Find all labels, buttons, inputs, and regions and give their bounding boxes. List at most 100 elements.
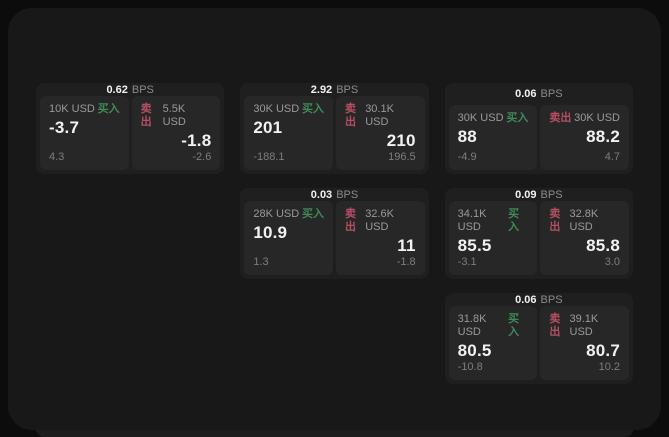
buy-amount: 31.8K USD: [457, 313, 487, 338]
buy-panel[interactable]: 30K USD 买入 201 -188.1: [244, 96, 333, 170]
bps-value: 0.06: [515, 88, 537, 100]
buy-panel-top: 10K USD 买入: [49, 103, 120, 116]
buy-amount: 10K USD: [49, 103, 95, 115]
sell-panel[interactable]: 卖出 5.5K USD -1.8 -2.6: [131, 96, 221, 170]
buy-panel-top: 34.1K USD 买入: [458, 208, 529, 234]
sell-price: 210: [386, 131, 416, 150]
sell-panel-top: 卖出 32.6K USD: [345, 208, 416, 234]
sell-panel[interactable]: 卖出 30K USD 88.2 4.7: [540, 105, 629, 170]
buy-delta: 1.3: [253, 256, 269, 268]
sell-delta: 196.5: [388, 151, 416, 163]
bps-header: 0.06 BPS: [449, 83, 629, 105]
sell-price: 11: [397, 236, 416, 255]
sell-amount: 5.5K USD: [162, 103, 186, 128]
sell-price: 80.7: [586, 341, 620, 360]
bps-header: 0.62 BPS: [40, 83, 220, 96]
bps-value: 0.09: [515, 188, 537, 201]
quote-card: 0.06 BPS 31.8K USD 买入 80.5 -10.8 卖出 39.1…: [444, 293, 633, 384]
buy-price: 201: [253, 118, 283, 137]
buy-panel-top: 28K USD 买入: [253, 208, 324, 221]
sell-delta: -1.8: [396, 256, 416, 268]
sell-panel-top: 卖出 5.5K USD: [141, 103, 212, 129]
bps-header: 0.09 BPS: [449, 188, 629, 201]
bps-value: 0.06: [515, 293, 537, 306]
buy-panel[interactable]: 31.8K USD 买入 80.5 -10.8: [448, 306, 538, 380]
buy-panel[interactable]: 30K USD 买入 88 -4.9: [448, 105, 538, 170]
sell-amount: 39.1K USD: [569, 313, 599, 338]
buy-amount: 30K USD: [457, 112, 504, 124]
sell-price: -1.8: [181, 131, 212, 150]
bps-header: 0.06 BPS: [449, 293, 629, 306]
sell-side-label: 卖出: [549, 112, 572, 124]
bps-header: 2.92 BPS: [244, 83, 424, 96]
sell-delta: 10.2: [598, 361, 620, 373]
buy-price: 88: [457, 127, 477, 146]
bps-unit-label: BPS: [540, 188, 563, 201]
sell-delta: 4.7: [604, 151, 620, 163]
quote-card: 0.62 BPS 10K USD 买入 -3.7 4.3 卖出 5.5K USD: [36, 83, 225, 174]
quote-panels: 28K USD 买入 10.9 1.3 卖出 32.6K USD 11 -1.8: [244, 201, 425, 275]
sell-amount: 30K USD: [574, 112, 620, 124]
buy-panel-top: 30K USD 买入: [458, 112, 529, 125]
buy-side-label: 买入: [508, 208, 520, 233]
bps-unit-label: BPS: [131, 83, 154, 96]
sell-amount: 32.8K USD: [569, 208, 599, 233]
sell-side-label: 卖出: [140, 103, 152, 128]
quote-card: 0.03 BPS 28K USD 买入 10.9 1.3 卖出 32.6K US…: [240, 188, 429, 279]
quote-panels: 30K USD 买入 201 -188.1 卖出 30.1K USD 210 1…: [244, 96, 425, 170]
buy-price: 10.9: [253, 223, 288, 242]
buy-amount: 34.1K USD: [457, 208, 487, 233]
sell-panel-top: 卖出 39.1K USD: [549, 313, 620, 339]
buy-panel-top: 30K USD 买入: [253, 103, 324, 116]
buy-delta: 4.3: [49, 151, 65, 163]
sell-side-label: 卖出: [345, 103, 356, 128]
sell-amount: 30.1K USD: [365, 103, 394, 128]
bps-value: 0.62: [106, 83, 128, 96]
quote-panels: 10K USD 买入 -3.7 4.3 卖出 5.5K USD -1.8 -2.…: [40, 96, 221, 170]
buy-side-label: 买入: [506, 112, 529, 124]
bps-value: 0.03: [310, 188, 333, 201]
quote-panels: 31.8K USD 买入 80.5 -10.8 卖出 39.1K USD 80.…: [448, 306, 629, 380]
bps-unit-label: BPS: [540, 88, 563, 100]
buy-amount: 28K USD: [253, 208, 300, 220]
quote-card-grid: 0.62 BPS 10K USD 买入 -3.7 4.3 卖出 5.5K USD: [36, 83, 633, 384]
sell-panel[interactable]: 卖出 32.8K USD 85.8 3.0: [540, 201, 629, 275]
quote-panels: 30K USD 买入 88 -4.9 卖出 30K USD 88.2 4.7: [448, 105, 629, 170]
bps-unit-label: BPS: [336, 83, 359, 96]
buy-panel-top: 31.8K USD 买入: [458, 313, 529, 339]
buy-price: -3.7: [49, 118, 80, 137]
sell-side-label: 卖出: [549, 208, 561, 233]
sell-side-label: 卖出: [549, 313, 561, 338]
buy-side-label: 买入: [97, 103, 120, 115]
sell-price: 85.8: [586, 236, 620, 255]
buy-price: 80.5: [457, 341, 492, 360]
buy-side-label: 买入: [508, 313, 520, 338]
sell-price: 88.2: [586, 127, 620, 146]
buy-amount: 30K USD: [253, 103, 300, 115]
sell-panel-top: 卖出 30.1K USD: [345, 103, 416, 129]
buy-delta: -188.1: [253, 151, 285, 163]
page-surface: 0.62 BPS 10K USD 买入 -3.7 4.3 卖出 5.5K USD: [8, 8, 661, 430]
buy-side-label: 买入: [302, 103, 324, 115]
buy-side-label: 买入: [302, 208, 324, 220]
sell-panel-top: 卖出 30K USD: [549, 112, 620, 125]
buy-delta: -4.9: [457, 151, 477, 163]
sell-amount: 32.6K USD: [365, 208, 394, 233]
sell-panel[interactable]: 卖出 30.1K USD 210 196.5: [336, 96, 425, 170]
buy-price: 85.5: [457, 236, 492, 255]
sell-panel[interactable]: 卖出 32.6K USD 11 -1.8: [336, 201, 425, 275]
bps-value: 2.92: [310, 83, 333, 96]
buy-delta: -10.8: [457, 361, 483, 373]
buy-panel[interactable]: 10K USD 买入 -3.7 4.3: [40, 96, 129, 170]
sell-panel[interactable]: 卖出 39.1K USD 80.7 10.2: [540, 306, 629, 380]
quote-card: 2.92 BPS 30K USD 买入 201 -188.1 卖出 30.1K …: [240, 83, 429, 174]
sell-side-label: 卖出: [345, 208, 356, 233]
quote-card: 0.09 BPS 34.1K USD 买入 85.5 -3.1 卖出 32.8K…: [444, 188, 633, 279]
quote-card: 0.06 BPS 30K USD 买入 88 -4.9 卖出 30K USD: [444, 83, 633, 174]
sell-delta: -2.6: [192, 151, 212, 163]
bps-unit-label: BPS: [540, 293, 563, 306]
sell-delta: 3.0: [604, 256, 620, 268]
bps-header: 0.03 BPS: [244, 188, 424, 201]
buy-panel[interactable]: 34.1K USD 买入 85.5 -3.1: [448, 201, 538, 275]
buy-panel[interactable]: 28K USD 买入 10.9 1.3: [244, 201, 333, 275]
